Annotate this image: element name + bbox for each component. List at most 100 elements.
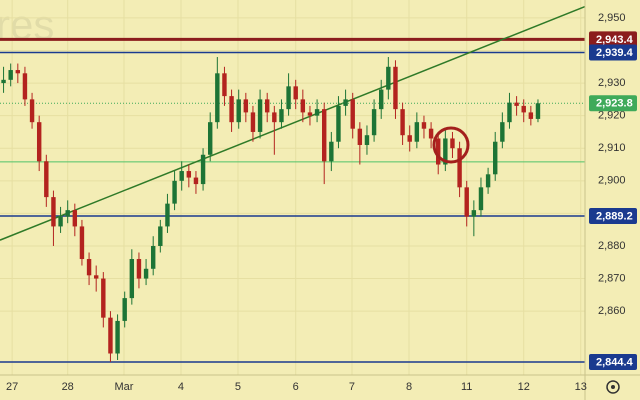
candle-body xyxy=(436,138,441,165)
watermark: res xyxy=(0,1,54,48)
candle-body xyxy=(414,122,420,142)
axis: 2,8602,8702,8802,8902,9002,9102,9202,930… xyxy=(6,12,637,393)
candle-body xyxy=(421,122,427,129)
price-tag xyxy=(589,208,637,225)
price-tag xyxy=(589,353,637,370)
candle-body xyxy=(79,226,85,260)
candle-body xyxy=(215,73,220,123)
settings-button[interactable] xyxy=(606,380,620,394)
candle-body xyxy=(443,138,448,165)
candle-body xyxy=(393,66,398,110)
x-tick-label: 5 xyxy=(235,381,241,393)
candle-body xyxy=(343,99,348,106)
plot xyxy=(0,5,586,363)
candle-body xyxy=(450,138,455,149)
candle-body xyxy=(58,216,63,227)
candle-body xyxy=(507,102,512,123)
x-tick-label: Mar xyxy=(115,381,134,393)
candle-body xyxy=(65,210,70,217)
candle-body xyxy=(200,154,206,185)
price-tag-label: 2,943.4 xyxy=(596,34,634,46)
price-tag-label: 2,939.4 xyxy=(596,47,634,59)
candle-body xyxy=(36,122,42,162)
candle-body xyxy=(300,99,306,113)
candle-body xyxy=(286,86,291,110)
grid xyxy=(0,0,585,375)
candle-body xyxy=(371,109,377,136)
candle-body xyxy=(172,180,177,204)
candle-body xyxy=(528,112,534,119)
candle-body xyxy=(72,210,78,227)
candle-body xyxy=(350,99,355,129)
y-tick-label: 2,870 xyxy=(598,272,626,284)
candle-body xyxy=(257,99,263,132)
candle-body xyxy=(400,109,405,136)
x-tick-label: 8 xyxy=(406,381,412,393)
x-tick-label: 27 xyxy=(6,381,18,393)
candle-body xyxy=(500,122,505,142)
candle-body xyxy=(464,187,469,217)
candle-body xyxy=(243,99,249,113)
candle-body xyxy=(108,317,113,354)
candle-body xyxy=(136,259,142,279)
x-tick-label: 4 xyxy=(178,381,184,393)
x-tick-label: 13 xyxy=(575,381,587,393)
candle-body xyxy=(86,259,92,276)
candle-body xyxy=(15,70,21,74)
y-tick-label: 2,900 xyxy=(598,175,626,187)
candle-body xyxy=(329,141,334,162)
y-tick-label: 2,860 xyxy=(598,305,626,317)
gear-icon[interactable] xyxy=(606,380,620,394)
gear-center xyxy=(611,385,615,389)
candle-body xyxy=(521,105,526,113)
y-tick-label: 2,910 xyxy=(598,142,626,154)
candle-body xyxy=(293,86,298,100)
price-tag xyxy=(589,44,637,61)
candle-body xyxy=(428,128,434,139)
candle-body xyxy=(222,73,227,97)
candle-body xyxy=(115,320,120,354)
candle-body xyxy=(386,66,391,90)
candle-body xyxy=(101,278,106,318)
x-tick-label: 28 xyxy=(62,381,74,393)
candle-body xyxy=(150,245,156,269)
price-tag xyxy=(589,95,637,112)
candle-body xyxy=(279,109,284,123)
x-tick-label: 6 xyxy=(293,381,299,393)
candle-body xyxy=(229,96,234,123)
candle-body xyxy=(264,99,270,113)
candle-body xyxy=(22,73,28,100)
candle-body xyxy=(122,298,127,321)
price-tag-label: 2,889.2 xyxy=(596,210,633,222)
candle-body xyxy=(321,109,327,162)
candle-body xyxy=(165,203,170,227)
candle-body xyxy=(179,171,184,181)
candle-body xyxy=(336,105,341,142)
candle-body xyxy=(236,99,241,123)
candle-body xyxy=(514,102,519,106)
candle-body xyxy=(8,70,13,80)
candle-body xyxy=(193,177,199,185)
candle-body xyxy=(478,187,484,211)
candle-body xyxy=(457,148,462,188)
x-tick-label: 12 xyxy=(518,381,530,393)
candle-body xyxy=(471,210,477,217)
candle-body xyxy=(407,135,412,142)
candle-body xyxy=(143,268,149,279)
candle-body xyxy=(1,79,6,84)
candle-body xyxy=(186,171,192,178)
candle-body xyxy=(51,197,56,227)
price-tag-label: 2,923.8 xyxy=(596,98,633,110)
candle-body xyxy=(44,161,49,198)
y-tick-label: 2,880 xyxy=(598,240,626,252)
candle-body xyxy=(364,135,370,145)
candle-body xyxy=(272,112,277,123)
highlight-circle xyxy=(432,126,470,164)
candle-body xyxy=(207,122,213,155)
x-tick-label: 7 xyxy=(349,381,355,393)
candle-body xyxy=(250,112,256,132)
candle-body xyxy=(357,128,363,145)
candle-body xyxy=(307,112,313,116)
